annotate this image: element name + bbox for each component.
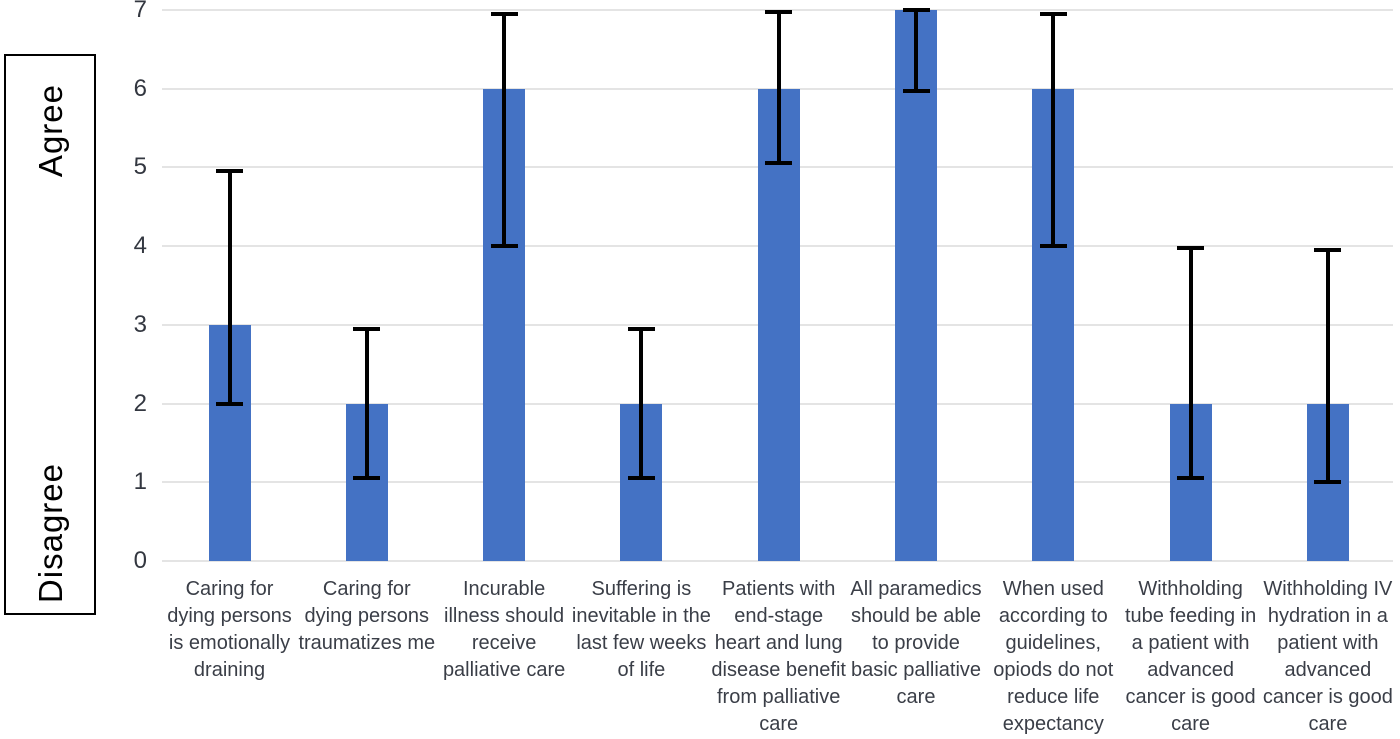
error-bar-line bbox=[776, 12, 781, 164]
x-category-label: All paramedics should be able to provide… bbox=[850, 578, 982, 708]
error-bar-line bbox=[639, 328, 644, 479]
y-tick-label: 7 bbox=[133, 0, 147, 23]
error-bar-cap bbox=[765, 161, 793, 166]
error-bar-cap bbox=[353, 326, 381, 331]
error-bar-cap bbox=[490, 11, 518, 16]
bar bbox=[757, 88, 800, 561]
x-category-label: Caring for dying persons is emotionally … bbox=[167, 578, 292, 681]
error-bar-cap bbox=[216, 401, 243, 406]
error-bar-line bbox=[914, 10, 918, 92]
error-bar-cap bbox=[1314, 248, 1342, 253]
gridline bbox=[162, 9, 1393, 11]
error-bar-cap bbox=[490, 244, 518, 249]
y-tick-label: 1 bbox=[133, 468, 147, 496]
gridline bbox=[162, 560, 1393, 562]
error-bar-line bbox=[1051, 13, 1056, 247]
y-tick-label: 3 bbox=[133, 310, 147, 338]
error-bar-line bbox=[1325, 250, 1330, 483]
x-category-label: Withholding tube feeding in a patient wi… bbox=[1124, 578, 1257, 735]
y-tick-label: 5 bbox=[133, 153, 147, 181]
error-bar-line bbox=[227, 171, 232, 404]
error-bar-cap bbox=[902, 89, 930, 94]
x-category-label: When used according to guidelines, opiod… bbox=[993, 578, 1114, 735]
error-bar-cap bbox=[902, 8, 930, 12]
y-tick-label: 6 bbox=[133, 74, 147, 102]
error-bar-cap bbox=[765, 10, 793, 15]
error-bar-cap bbox=[1039, 11, 1067, 16]
y-tick-label: 2 bbox=[133, 389, 147, 417]
x-category-label: Patients with end-stage heart and lung d… bbox=[711, 578, 846, 735]
agree-label: Agree bbox=[31, 84, 69, 178]
error-bar-cap bbox=[1039, 244, 1067, 249]
disagree-label: Disagree bbox=[31, 462, 69, 603]
error-bar-cap bbox=[627, 476, 655, 481]
error-bar-line bbox=[364, 328, 369, 479]
y-tick-label: 4 bbox=[133, 232, 147, 260]
error-bar-cap bbox=[1314, 480, 1342, 485]
error-bar-cap bbox=[216, 169, 243, 174]
error-bar-line bbox=[502, 13, 507, 247]
x-category-label: Incurable illness should receive palliat… bbox=[442, 578, 566, 681]
error-bar-cap bbox=[1177, 476, 1205, 481]
bar bbox=[895, 10, 937, 561]
y-tick-label: 0 bbox=[133, 547, 147, 574]
y-axis-annotation-box: Agree Disagree bbox=[4, 54, 96, 615]
x-category-label: Caring for dying persons traumatizes me bbox=[298, 578, 436, 654]
error-bar-cap bbox=[1177, 245, 1205, 250]
error-bar-line bbox=[1188, 247, 1193, 479]
x-category-label: Suffering is inevitable in the last few … bbox=[571, 578, 711, 681]
x-category-label: Withholding IV hydration in a patient wi… bbox=[1262, 578, 1393, 735]
error-bar-cap bbox=[627, 326, 655, 331]
error-bar-cap bbox=[353, 476, 381, 481]
